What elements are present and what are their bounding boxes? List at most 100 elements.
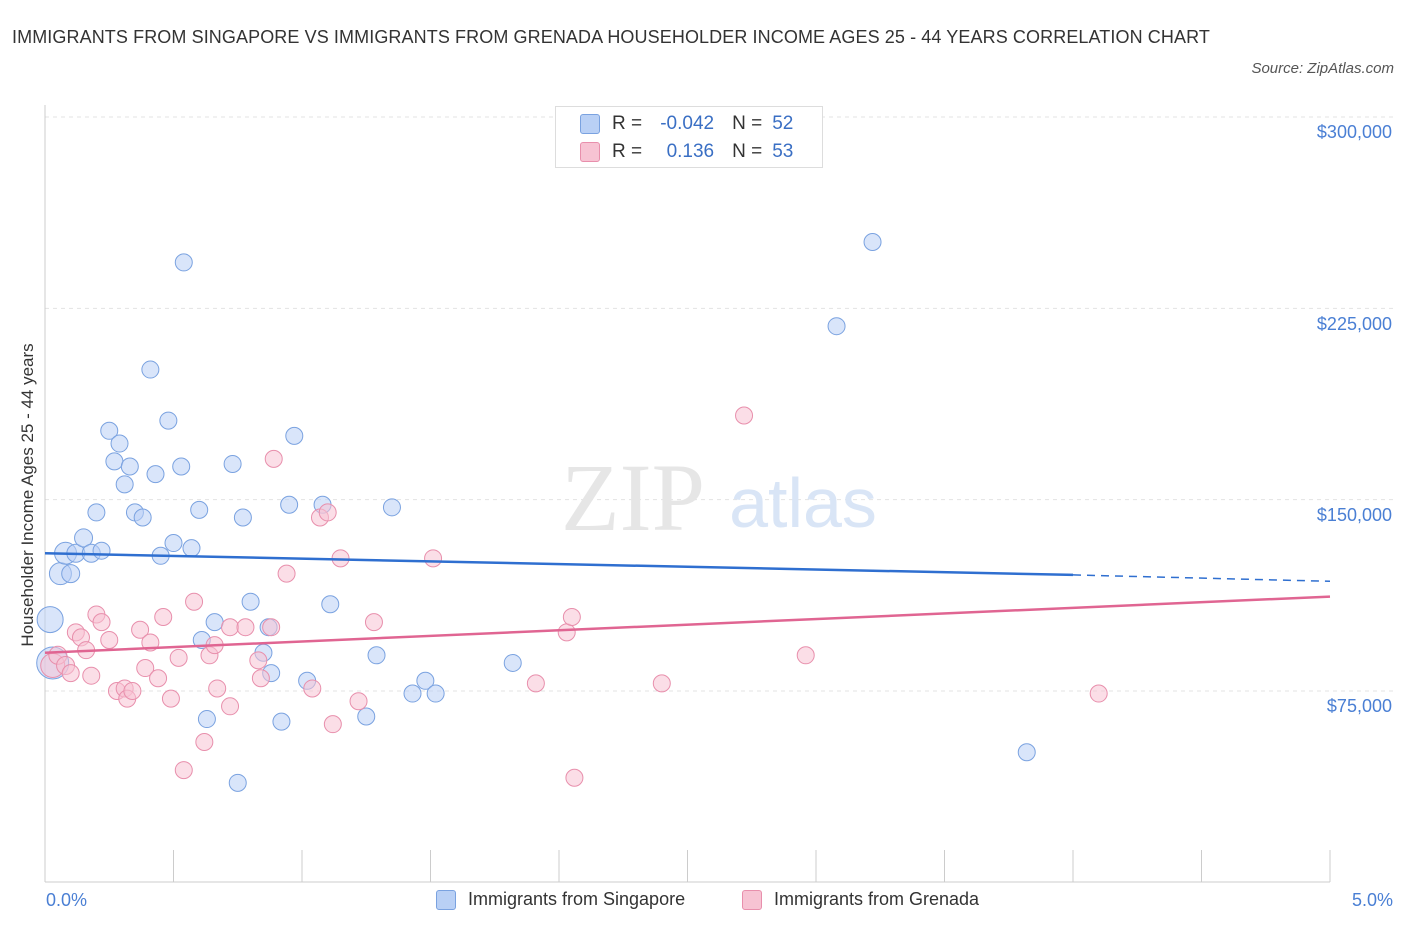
grenada-point <box>364 613 383 632</box>
legend-row-grenada: R = 0.136 N = 53 <box>580 140 793 164</box>
grenada-point <box>262 618 281 637</box>
singapore-point <box>197 710 216 729</box>
singapore-point <box>285 426 304 445</box>
legend-item-singapore: Immigrants from Singapore <box>436 889 685 910</box>
y-tick-label: $300,000 <box>1316 122 1392 142</box>
singapore-point <box>367 646 386 665</box>
series-grenada-points <box>40 406 1108 787</box>
grenada-point <box>796 646 815 665</box>
singapore-point <box>159 411 178 430</box>
chart-title: IMMIGRANTS FROM SINGAPORE VS IMMIGRANTS … <box>12 27 1210 47</box>
watermark-zip: ZIP <box>561 444 705 551</box>
singapore-point <box>503 653 522 672</box>
grenada-point <box>169 648 188 667</box>
singapore-point <box>182 539 201 558</box>
stats-legend: R = -0.042 N = 52 R = 0.136 N = 53 <box>555 106 823 168</box>
singapore-point <box>190 500 209 519</box>
legend-r-value: -0.042 <box>660 113 715 134</box>
grenada-point <box>565 768 584 787</box>
singapore-point <box>241 592 260 611</box>
x-tick-marks <box>44 850 1331 882</box>
legend-r-value: 0.136 <box>666 141 715 162</box>
grenada-point <box>1089 684 1108 703</box>
singapore-point <box>426 684 445 703</box>
grenada-point <box>526 674 545 693</box>
singapore-point <box>133 508 152 527</box>
singapore-point <box>164 534 183 553</box>
singapore-point <box>105 452 124 471</box>
legend-label-singapore: Immigrants from Singapore <box>468 889 686 909</box>
grenada-point <box>562 608 581 627</box>
source-label: Source: ZipAtlas.com <box>1251 60 1394 77</box>
trend-lines <box>44 551 1331 654</box>
legend-row-singapore: R = -0.042 N = 52 <box>580 112 793 136</box>
watermark-atlas: atlas <box>729 464 877 542</box>
grenada-point <box>557 623 576 642</box>
y-tick-label: $150,000 <box>1316 505 1392 525</box>
singapore-point <box>115 475 134 494</box>
trend-line-singapore <box>44 551 1074 577</box>
x-tick-label-min: 0.0% <box>46 890 88 910</box>
y-tick-label: $75,000 <box>1326 696 1392 716</box>
y-axis-label: Householder Income Ages 25 - 44 years <box>18 343 37 647</box>
x-tick-label-max: 5.0% <box>1351 890 1393 910</box>
grenada-point <box>100 630 119 649</box>
grenada-point <box>61 664 80 683</box>
legend-swatch-singapore <box>436 889 456 910</box>
grenada-point <box>208 679 227 698</box>
singapore-point <box>827 317 846 336</box>
singapore-point <box>110 434 129 453</box>
grenada-point <box>221 697 240 716</box>
grenada-point <box>174 761 193 780</box>
watermark: ZIP atlas <box>561 444 877 551</box>
singapore-point <box>272 712 291 731</box>
singapore-point <box>1017 743 1036 762</box>
legend-r-label: R = <box>612 141 643 162</box>
grenada-point <box>185 592 204 611</box>
legend-n-label: N = <box>732 113 763 134</box>
singapore-point <box>357 707 376 726</box>
singapore-point <box>146 465 165 484</box>
legend-n-value: 53 <box>772 141 794 162</box>
grenada-point <box>277 564 296 583</box>
singapore-point <box>321 595 340 614</box>
grenada-point <box>154 608 173 627</box>
trend-line-singapore-extension <box>1072 574 1331 583</box>
grenada-point <box>149 669 168 688</box>
singapore-point <box>36 606 64 634</box>
singapore-point <box>382 498 401 517</box>
singapore-point <box>141 360 160 379</box>
singapore-point <box>100 421 119 440</box>
singapore-point <box>174 253 193 272</box>
singapore-point <box>172 457 191 476</box>
legend-n-value: 52 <box>772 113 794 134</box>
grenada-point <box>221 618 240 637</box>
y-tick-label: $225,000 <box>1316 314 1392 334</box>
legend-label-grenada: Immigrants from Grenada <box>774 889 980 909</box>
singapore-point <box>416 671 435 690</box>
grenada-point <box>735 406 754 425</box>
singapore-point <box>92 541 111 560</box>
grenada-point <box>82 666 101 685</box>
legend-swatch-singapore <box>580 114 600 134</box>
grenada-point <box>323 715 342 734</box>
singapore-point <box>223 454 242 473</box>
singapore-point <box>228 773 247 792</box>
singapore-point <box>74 528 94 548</box>
trend-line-grenada <box>44 595 1331 654</box>
grenada-point <box>264 449 283 468</box>
grenada-point <box>195 733 214 752</box>
grenada-point <box>123 682 142 700</box>
grenada-point <box>92 613 111 632</box>
legend-swatch-grenada <box>742 889 762 910</box>
singapore-point <box>205 613 224 632</box>
singapore-point <box>87 503 106 522</box>
grenada-point <box>251 669 270 688</box>
legend-swatch-grenada <box>580 142 600 162</box>
grenada-point <box>136 659 155 678</box>
grenada-point <box>318 503 337 522</box>
grenada-point <box>652 674 671 693</box>
singapore-point <box>280 495 299 514</box>
grenada-point <box>161 689 180 708</box>
